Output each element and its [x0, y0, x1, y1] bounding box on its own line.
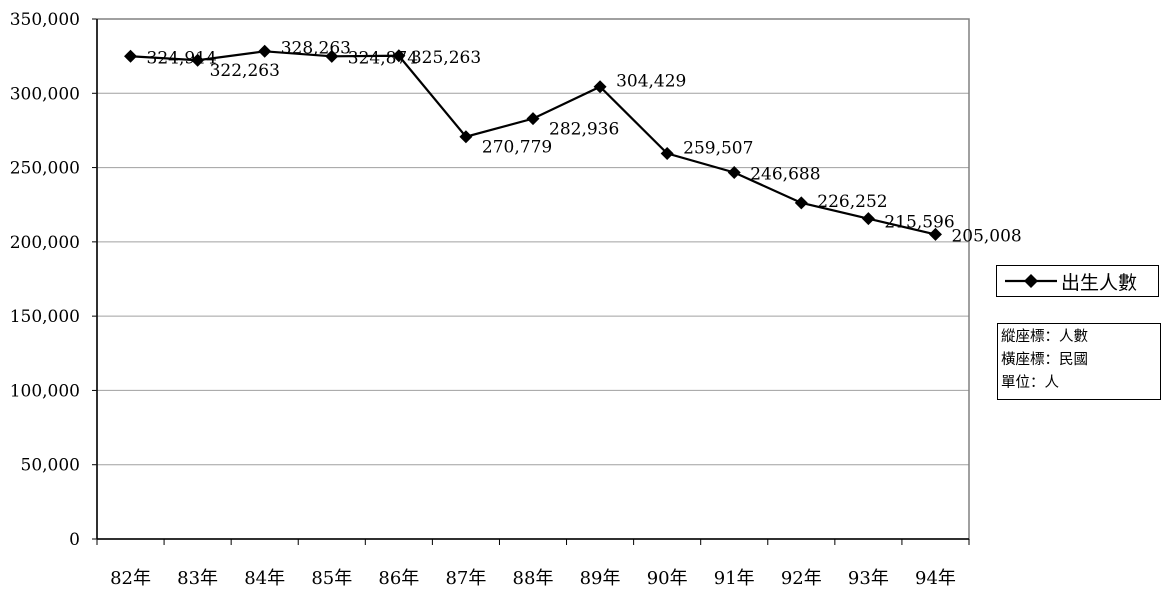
- data-label: 324,914: [147, 48, 217, 68]
- data-point-marker: [124, 49, 138, 63]
- data-label: 270,779: [482, 138, 552, 158]
- x-tick-label: 92年: [781, 568, 822, 589]
- y-tick-labels: 0 50,000 100,000 150,000 200,000 250,000 300,0…: [10, 10, 80, 550]
- x-tick-label: 88年: [513, 568, 554, 589]
- x-tick-label: 90年: [647, 568, 688, 589]
- x-tick-label: 87年: [445, 568, 486, 589]
- x-tick-label: 83年: [177, 568, 218, 589]
- data-label: 215,596: [884, 213, 954, 233]
- x-tick-label: 85年: [311, 568, 352, 589]
- plot-frame: [96, 18, 970, 540]
- data-point-marker: [392, 49, 406, 63]
- data-label: 205,008: [951, 226, 1021, 246]
- data-point-marker: [660, 146, 674, 160]
- x-tick-label: 89年: [580, 568, 621, 589]
- data-label: 246,688: [750, 164, 820, 184]
- data-label: 328,263: [281, 38, 351, 58]
- legend: 出生人數: [996, 265, 1159, 297]
- x-tick-labels: 82年 83年 84年 85年 86年 87年 88年 89年 90年 91年 92年 93年 94年: [110, 568, 956, 589]
- axis-note-box: 縱座標：人數 橫座標：民國 單位：人: [997, 323, 1161, 400]
- x-tick-label: 91年: [714, 568, 755, 589]
- data-label: 304,429: [616, 72, 686, 92]
- data-point-marker: [727, 165, 741, 179]
- x-tick-label: 86年: [378, 568, 419, 589]
- axes: [96, 19, 970, 545]
- data-point-marker: [526, 112, 540, 126]
- data-point-marker: [928, 227, 942, 241]
- data-point-marker: [191, 53, 205, 67]
- x-tick-label: 82年: [110, 568, 151, 589]
- note-unit: 單位：人: [1001, 375, 1059, 391]
- data-label: 259,507: [683, 138, 753, 158]
- y-tick-label: 0: [69, 530, 80, 550]
- y-tick-label: 200,000: [10, 233, 80, 253]
- data-point-marker: [325, 49, 339, 63]
- y-tick-label: 50,000: [21, 456, 80, 476]
- x-tick-label: 93年: [848, 568, 889, 589]
- y-tick-label: 300,000: [10, 84, 80, 104]
- data-label: 226,252: [817, 192, 887, 212]
- x-tick-label: 94年: [915, 568, 956, 589]
- y-tick-label: 250,000: [10, 159, 80, 179]
- note-y-axis: 縱座標：人數: [1001, 329, 1088, 345]
- note-x-axis: 橫座標：民國: [1001, 352, 1088, 368]
- data-markers: [124, 44, 942, 241]
- data-point-marker: [459, 130, 473, 144]
- y-tick-label: 150,000: [10, 307, 80, 327]
- data-label: 324,874: [348, 48, 418, 68]
- data-point-marker: [593, 80, 607, 94]
- x-tick-label: 84年: [244, 568, 285, 589]
- y-tick-label: 100,000: [10, 381, 80, 401]
- legend-line-diamond-icon: [1005, 274, 1057, 288]
- data-label: 282,936: [549, 120, 619, 140]
- data-label: 325,263: [411, 48, 481, 68]
- gridlines: [92, 18, 969, 540]
- data-point-marker: [861, 212, 875, 226]
- data-point-marker: [258, 44, 272, 58]
- data-label: 322,263: [210, 61, 280, 81]
- data-point-marker: [794, 196, 808, 210]
- y-tick-label: 350,000: [10, 10, 80, 30]
- legend-label: 出生人數: [1061, 271, 1138, 294]
